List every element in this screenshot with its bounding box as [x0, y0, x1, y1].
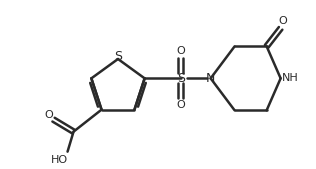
Text: O: O	[176, 46, 185, 56]
Text: HO: HO	[51, 155, 68, 165]
Text: N: N	[206, 72, 215, 85]
Text: O: O	[44, 110, 53, 120]
Text: S: S	[114, 51, 122, 64]
Text: O: O	[176, 100, 185, 110]
Text: NH: NH	[282, 73, 299, 83]
Text: O: O	[278, 16, 287, 26]
Text: S: S	[177, 72, 185, 85]
